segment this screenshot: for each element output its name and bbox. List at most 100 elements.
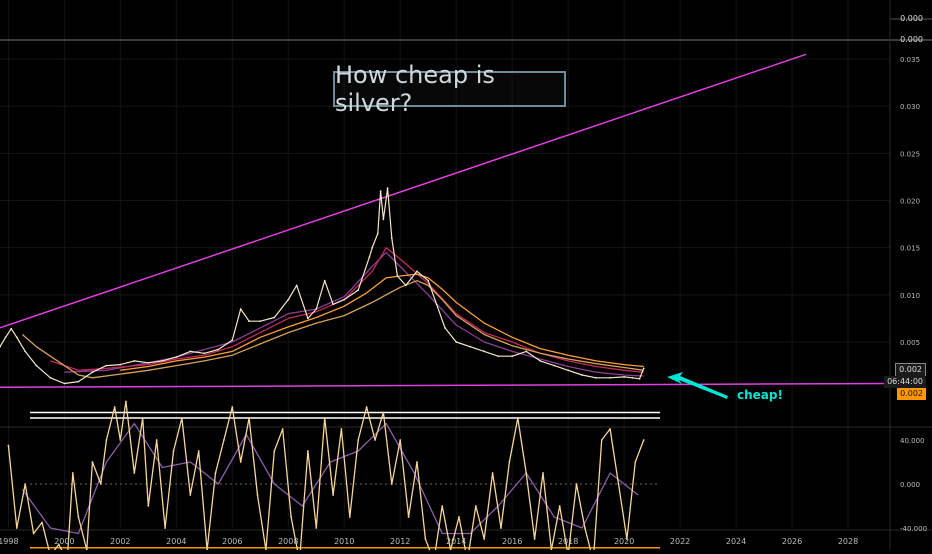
- oscillator-point: [508, 461, 511, 463]
- price-point: [623, 376, 625, 378]
- price-point: [323, 279, 326, 282]
- oscillator-point: [642, 439, 645, 441]
- y-tick-label: 0.005: [900, 339, 920, 347]
- osc-y-tick-label: 0.000: [900, 481, 920, 489]
- oscillator-point: [7, 444, 10, 447]
- top-price-label-a: 0.000: [900, 14, 923, 23]
- oscillator-point: [407, 516, 410, 518]
- price-point: [416, 270, 418, 273]
- price-point: [63, 382, 66, 385]
- oscillator-point: [609, 428, 611, 430]
- osc-y-tick-label: 40.000: [900, 437, 925, 445]
- price-point: [404, 284, 407, 287]
- oscillator-point: [105, 439, 108, 441]
- price-point: [15, 336, 18, 339]
- oscillator-point: [281, 428, 284, 430]
- ma-orange-series: [120, 273, 644, 371]
- price-point: [357, 289, 360, 291]
- oscillator-point: [416, 461, 418, 463]
- x-tick-label: 1998: [0, 537, 19, 546]
- last-value-label: 0.002: [895, 363, 926, 377]
- price-point: [24, 350, 27, 353]
- price-point: [133, 360, 136, 362]
- oscillator-point: [626, 538, 628, 540]
- price-point: [147, 361, 150, 364]
- price-point: [567, 369, 569, 372]
- y-tick-label: 0.025: [900, 150, 920, 158]
- oscillator-point: [474, 505, 477, 507]
- oscillator-point: [575, 483, 578, 485]
- price-point: [239, 308, 242, 310]
- oscillator-point: [273, 450, 276, 452]
- oscillator-main-series: [7, 400, 645, 554]
- price-point: [469, 345, 472, 348]
- top-price-label-b: 0.000: [900, 35, 923, 44]
- x-tick-label: 2028: [838, 537, 858, 546]
- x-tick-label: 2002: [110, 537, 130, 546]
- price-point: [35, 364, 38, 367]
- chart-title-annotation: How cheap is silver?: [333, 61, 566, 117]
- oscillator-point: [77, 516, 80, 518]
- oscillator-point: [248, 417, 251, 419]
- oscillator-point: [542, 472, 544, 474]
- price-point: [444, 327, 446, 329]
- oscillator-point: [617, 483, 620, 485]
- oscillator-point: [41, 521, 43, 524]
- oscillator-point: [113, 406, 116, 408]
- oscillator-point: [365, 406, 368, 408]
- oscillator-point: [382, 411, 385, 414]
- price-point: [161, 360, 164, 362]
- oscillator-point: [164, 527, 167, 529]
- price-point: [553, 364, 556, 367]
- price-point: [49, 376, 52, 379]
- oscillator-point: [181, 417, 183, 419]
- y-tick-label: 0.010: [900, 292, 920, 300]
- price-point: [638, 377, 641, 380]
- price-point: [386, 187, 389, 190]
- oscillator-point: [147, 505, 150, 507]
- price-point: [343, 298, 346, 301]
- oscillator-point: [290, 516, 292, 518]
- price-point: [231, 339, 234, 341]
- oscillator-point: [491, 472, 494, 474]
- x-tick-label: 2004: [166, 537, 186, 546]
- oscillator-point: [214, 472, 217, 474]
- x-tick-label: 2010: [334, 537, 354, 546]
- price-point: [642, 367, 645, 370]
- price-point: [315, 308, 318, 310]
- x-tick-label: 2022: [670, 537, 690, 546]
- price-point: [295, 284, 298, 287]
- x-tick-label: 2020: [614, 537, 634, 546]
- x-tick-label: 2012: [390, 537, 410, 546]
- price-point: [368, 256, 371, 258]
- oscillator-point: [315, 527, 318, 529]
- oscillator-point: [256, 494, 259, 496]
- price-point: [455, 341, 458, 343]
- oscillator-point: [125, 400, 127, 403]
- price-point: [77, 380, 80, 383]
- price-point: [390, 237, 393, 240]
- oscillator-point: [483, 538, 486, 540]
- price-point: [91, 371, 94, 374]
- price-point: [332, 303, 334, 306]
- oscillator-point: [15, 527, 18, 529]
- oscillator-point: [32, 532, 35, 535]
- oscillator-point: [323, 417, 326, 419]
- price-point: [427, 279, 430, 282]
- price-point: [435, 303, 438, 306]
- oscillator-point: [441, 505, 444, 507]
- series-layer: [0, 53, 891, 554]
- oscillator-point: [332, 494, 334, 496]
- oscillator-point: [533, 538, 536, 540]
- oscillator-point: [223, 439, 225, 441]
- oscillator-point: [458, 516, 460, 518]
- oscillator-point: [57, 543, 60, 546]
- price-point: [609, 376, 611, 379]
- osc-y-tick-label: -40.000: [900, 525, 927, 533]
- price-point: [273, 316, 276, 319]
- oscillator-point: [189, 494, 192, 496]
- x-tick-label: 2008: [278, 537, 298, 546]
- price-point: [581, 374, 583, 376]
- oscillator-point: [91, 461, 94, 463]
